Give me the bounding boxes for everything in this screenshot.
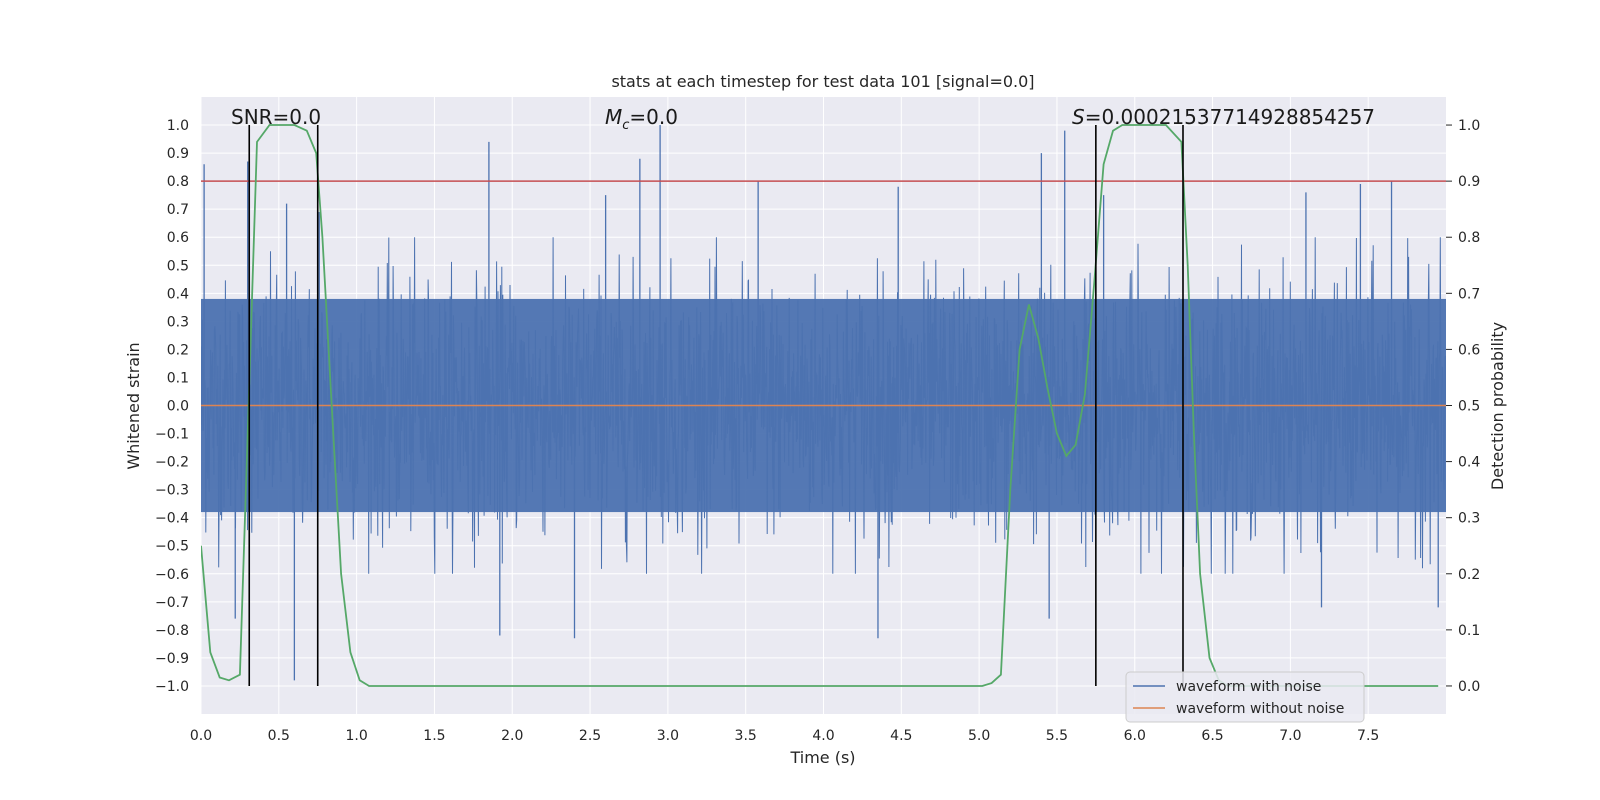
right-y-tick-label: 0.8: [1458, 230, 1480, 246]
left-y-tick-label: −0.7: [155, 595, 189, 611]
legend-label-waveform-without-noise: waveform without noise: [1176, 701, 1344, 717]
left-y-tick-label: 0.9: [167, 146, 189, 162]
legend-box: [1125, 671, 1365, 723]
left-y-tick-label: −0.9: [155, 651, 189, 667]
chirp-mass-subscript: c: [622, 118, 629, 133]
x-tick-label: 5.5: [1046, 728, 1068, 744]
left-y-tick-label: −0.3: [155, 483, 189, 499]
x-tick-label: 7.5: [1357, 728, 1379, 744]
legend-label-waveform-with-noise: waveform with noise: [1176, 679, 1321, 695]
chirp-mass-annotation: Mc=0.0: [605, 105, 678, 133]
s-symbol: S: [1072, 105, 1085, 129]
left-y-tick-label: 0.2: [167, 342, 189, 358]
right-y-tick-label: 0.2: [1458, 567, 1480, 583]
right-y-tick-label: 0.1: [1458, 623, 1480, 639]
series-layer: [201, 124, 1446, 687]
left-y-tick-label: −1.0: [155, 679, 189, 695]
chart-title: stats at each timestep for test data 101…: [611, 72, 1034, 91]
right-y-axis-label: Detection probability: [1488, 322, 1507, 490]
detection-probability-line: [201, 124, 1439, 687]
left-y-tick-label: 0.0: [167, 399, 189, 415]
right-y-tick-label: 1.0: [1458, 118, 1480, 134]
x-tick-label: 3.0: [657, 728, 679, 744]
x-tick-label: 0.5: [268, 728, 290, 744]
right-y-tick-label: 0.4: [1458, 455, 1480, 471]
legend: waveform with noise waveform without noi…: [1125, 671, 1365, 723]
right-y-tick-label: 0.9: [1458, 174, 1480, 190]
x-tick-label: 4.0: [812, 728, 834, 744]
x-tick-label: 1.0: [345, 728, 367, 744]
x-tick-label: 0.0: [190, 728, 212, 744]
left-y-tick-label: 0.3: [167, 314, 189, 330]
right-y-tick-label: 0.6: [1458, 342, 1480, 358]
x-tick-label: 3.5: [735, 728, 757, 744]
x-tick-label: 2.5: [579, 728, 601, 744]
x-axis-ticks: 0.0 0.5 1.0 1.5 2.0 2.5 3.0 3.5 4.0 4.5 5.0 5.5 6.0 6…: [190, 728, 1379, 744]
left-y-tick-label: 0.4: [167, 286, 189, 302]
chirp-mass-value: =0.0: [629, 105, 678, 129]
vertical-markers: [248, 125, 1184, 686]
left-y-tick-label: −0.6: [155, 567, 189, 583]
left-y-tick-label: −0.8: [155, 623, 189, 639]
x-tick-label: 1.5: [423, 728, 445, 744]
snr-annotation: SNR=0.0: [231, 105, 321, 129]
waveform-with-noise-line: [201, 237, 1446, 574]
left-y-tick-label: 0.5: [167, 258, 189, 274]
left-y-axis-label: Whitened strain: [124, 342, 143, 469]
left-y-tick-label: −0.5: [155, 539, 189, 555]
left-y-tick-label: −0.4: [155, 511, 189, 527]
x-tick-label: 7.0: [1279, 728, 1301, 744]
left-y-tick-label: −0.1: [155, 427, 189, 443]
x-tick-label: 6.5: [1201, 728, 1223, 744]
left-y-tick-label: −0.2: [155, 455, 189, 471]
right-y-tick-label: 0.3: [1458, 511, 1480, 527]
left-y-tick-label: 0.8: [167, 174, 189, 190]
left-y-tick-label: 0.7: [167, 202, 189, 218]
s-annotation: S=0.00021537714928854257: [1072, 105, 1375, 129]
x-tick-label: 2.0: [501, 728, 523, 744]
chirp-mass-symbol: M: [605, 105, 622, 129]
right-y-tick-label: 0.5: [1458, 399, 1480, 415]
right-y-axis-ticks: 1.0 0.9 0.8 0.7 0.6 0.5 0.4 0.3 0.2 0.1 0.0: [1446, 118, 1480, 695]
x-tick-label: 6.0: [1124, 728, 1146, 744]
x-axis-label: Time (s): [789, 748, 855, 767]
left-y-tick-label: 1.0: [167, 118, 189, 134]
right-y-tick-label: 0.0: [1458, 679, 1480, 695]
left-y-tick-label: 0.6: [167, 230, 189, 246]
x-tick-label: 4.5: [890, 728, 912, 744]
x-tick-label: 5.0: [968, 728, 990, 744]
left-y-axis-ticks: 1.0 0.9 0.8 0.7 0.6 0.5 0.4 0.3 0.2 0.1 0.0 −0.1 −0.…: [155, 118, 189, 695]
left-y-tick-label: 0.1: [167, 370, 189, 386]
s-value: =0.00021537714928854257: [1085, 105, 1375, 129]
right-y-tick-label: 0.7: [1458, 286, 1480, 302]
